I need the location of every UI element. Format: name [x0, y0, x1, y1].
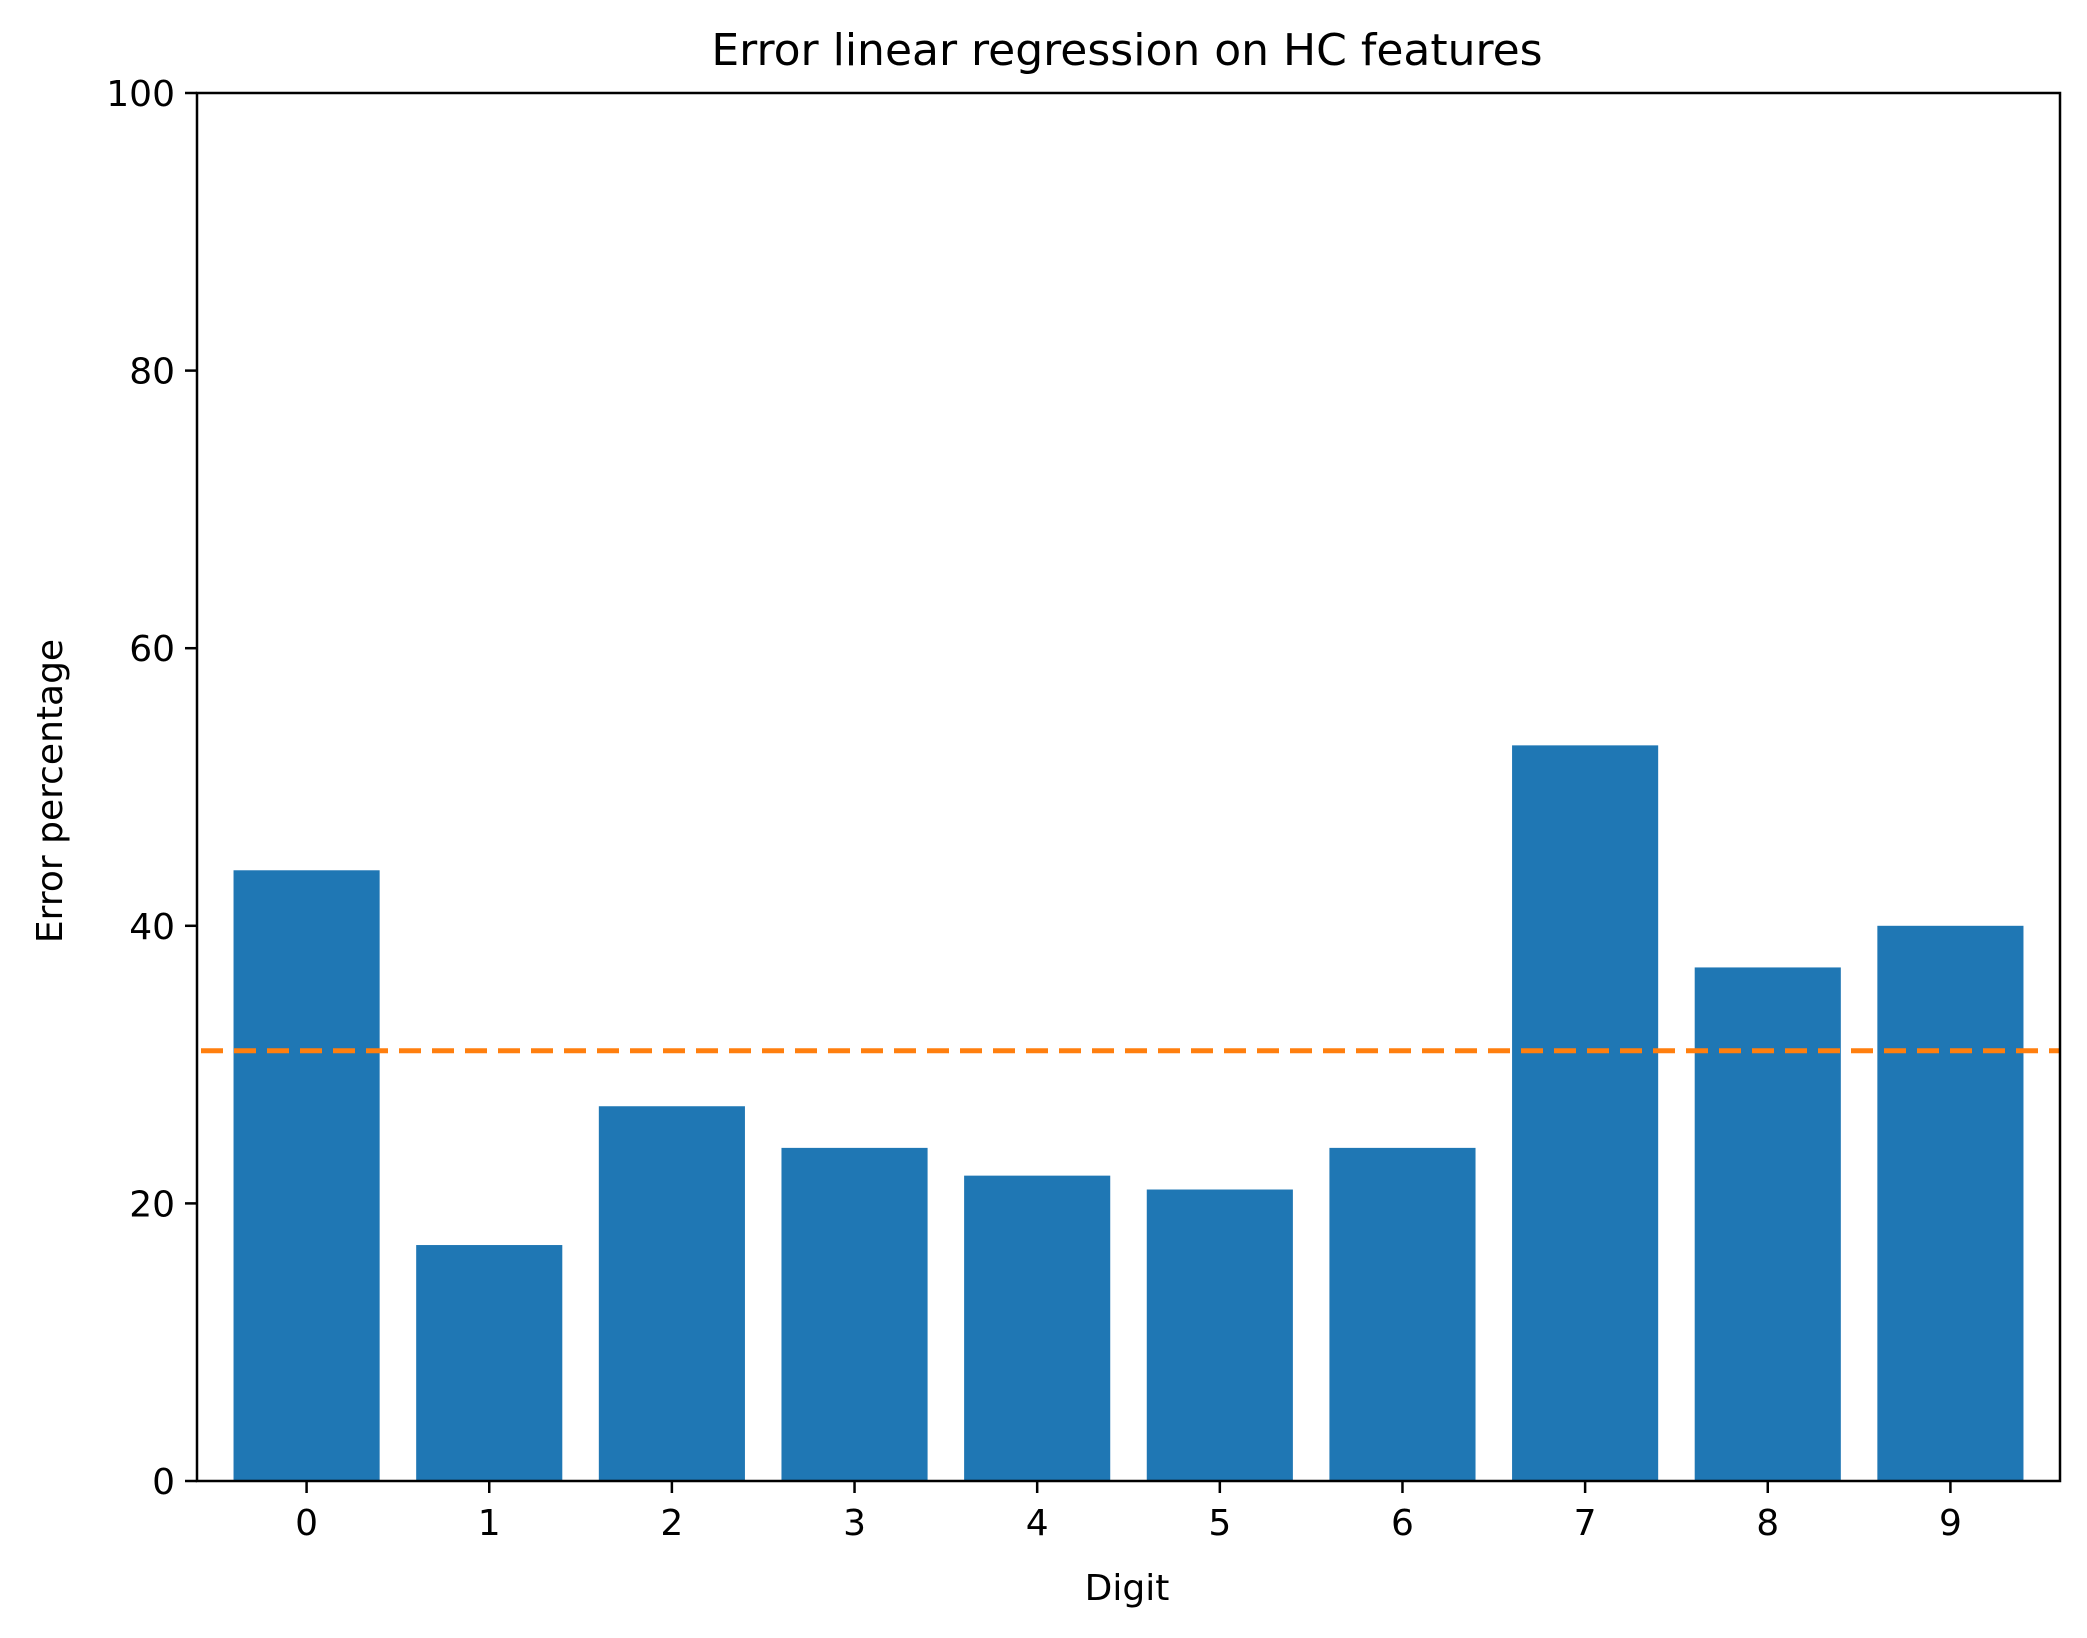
y-axis-ticks: 0 20 40 60 80 100 [106, 74, 197, 1503]
bar-digit-6 [1329, 1147, 1476, 1481]
chart-title: Error linear regression on HC features [711, 25, 1542, 76]
y-tick-label: 20 [129, 1184, 175, 1225]
x-tick-label: 2 [660, 1503, 683, 1544]
bars-group [233, 745, 2024, 1481]
bar-digit-2 [598, 1106, 745, 1481]
x-tick-label: 0 [295, 1503, 318, 1544]
bar-digit-5 [1146, 1189, 1293, 1481]
y-tick-label: 60 [129, 629, 175, 670]
y-tick-label: 0 [152, 1462, 175, 1503]
bar-digit-0 [233, 870, 380, 1481]
x-tick-label: 1 [478, 1503, 501, 1544]
bar-digit-9 [1877, 925, 2024, 1481]
x-axis-ticks: 0 1 2 3 4 5 6 7 8 9 [295, 1481, 1962, 1544]
y-tick-label: 40 [129, 907, 175, 948]
bar-digit-8 [1694, 967, 1841, 1481]
bar-digit-7 [1512, 745, 1659, 1481]
plot-area-frame [195, 91, 2062, 1483]
x-tick-label: 6 [1391, 1503, 1414, 1544]
x-tick-label: 7 [1574, 1503, 1597, 1544]
x-tick-label: 4 [1026, 1503, 1049, 1544]
bar-digit-4 [964, 1175, 1111, 1481]
bar-digit-3 [781, 1147, 928, 1481]
bar-digit-1 [416, 1245, 563, 1481]
y-tick-label: 100 [106, 74, 175, 115]
y-axis-label: Error percentage [30, 639, 71, 943]
x-tick-label: 9 [1939, 1503, 1962, 1544]
x-tick-label: 5 [1208, 1503, 1231, 1544]
x-axis-label: Digit [1085, 1568, 1170, 1609]
y-tick-label: 80 [129, 352, 175, 393]
x-tick-label: 3 [843, 1503, 866, 1544]
x-tick-label: 8 [1756, 1503, 1779, 1544]
